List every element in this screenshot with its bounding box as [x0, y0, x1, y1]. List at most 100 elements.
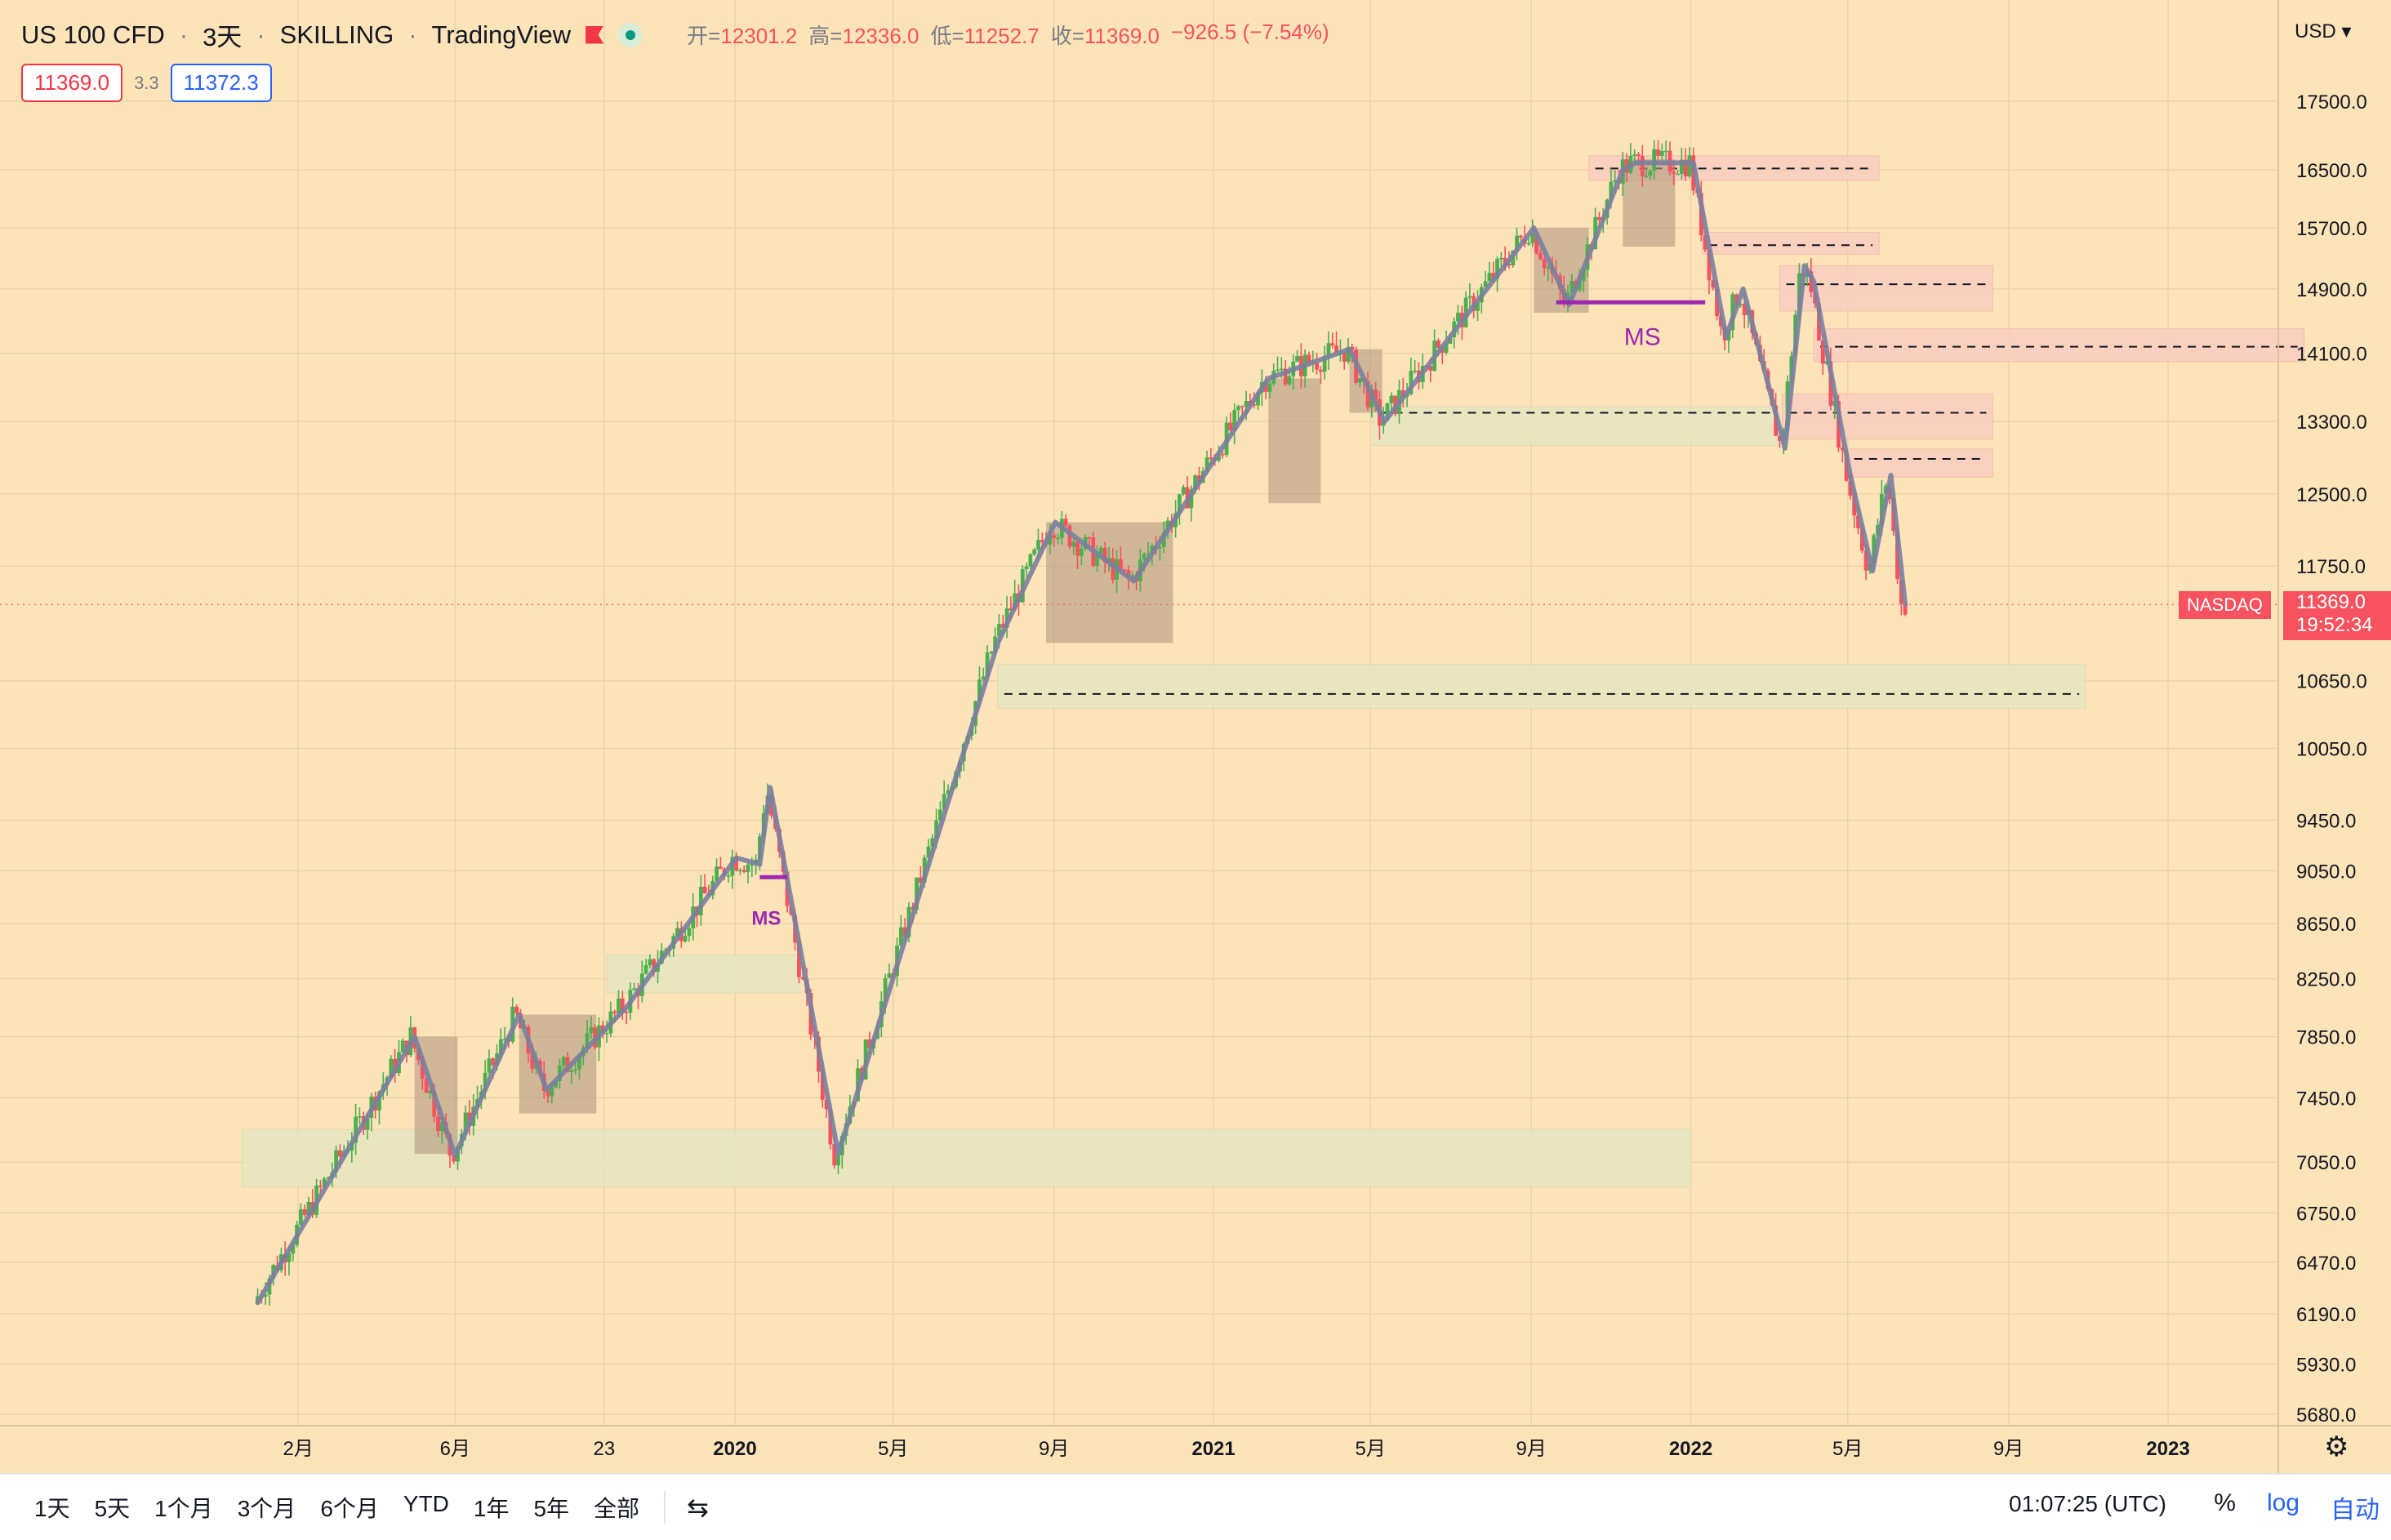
candle-body: [832, 1144, 837, 1166]
candle-body: [683, 936, 688, 941]
candle-body: [302, 1209, 307, 1215]
range-button[interactable]: 1天: [34, 1496, 70, 1521]
trade-buttons: 11369.0 3.3 11372.3: [21, 64, 272, 102]
candle-body: [502, 1039, 507, 1041]
candle-body: [1287, 376, 1292, 385]
candle-body: [1876, 524, 1880, 536]
candle-body: [1036, 540, 1040, 550]
candle-body: [1656, 149, 1660, 156]
candle-body: [1330, 343, 1335, 345]
candle-body: [718, 866, 723, 870]
close-value: 11369.0: [1084, 24, 1160, 48]
candle-body: [1663, 150, 1668, 153]
candle-body: [604, 1033, 609, 1035]
candle-body: [1687, 155, 1692, 176]
candle-body: [1570, 280, 1574, 293]
range-button[interactable]: 5年: [533, 1496, 570, 1521]
range-button[interactable]: 5天: [94, 1496, 131, 1521]
candle-body: [322, 1178, 327, 1187]
y-tick-label: 16500.0: [2296, 160, 2367, 182]
y-tick-label: 8250.0: [2296, 969, 2356, 991]
candle-body: [938, 809, 942, 821]
y-tick-label: 10050.0: [2296, 739, 2367, 761]
candle-body: [1542, 259, 1547, 269]
candle-body: [1742, 304, 1747, 315]
buy-button[interactable]: 11372.3: [170, 64, 272, 102]
range-button[interactable]: 1年: [473, 1496, 510, 1521]
go-to-date-icon[interactable]: ⇆: [687, 1493, 709, 1522]
currency-selector[interactable]: USD ▾: [2295, 20, 2352, 42]
candle-body: [1276, 369, 1280, 372]
log-scale-toggle[interactable]: log: [2266, 1489, 2300, 1516]
market-status-icon[interactable]: [618, 22, 643, 47]
toolbar-divider: [664, 1491, 666, 1524]
current-price-tag: 11369.0 19:52:34: [2283, 591, 2391, 640]
y-tick-label: 14900.0: [2296, 279, 2367, 301]
candle-body: [1240, 406, 1244, 407]
candle-body: [1400, 389, 1405, 397]
candle-body: [1503, 257, 1507, 265]
range-button[interactable]: 全部: [594, 1496, 640, 1521]
auto-scale-toggle[interactable]: 自动: [2331, 1497, 2380, 1524]
candle-body: [1495, 259, 1499, 279]
candle-body: [1307, 354, 1311, 364]
sell-button[interactable]: 11369.0: [21, 64, 123, 102]
x-tick-label: 2021: [1191, 1438, 1235, 1460]
candle-body: [985, 652, 990, 677]
candle-body: [698, 887, 703, 915]
candle-body: [1024, 566, 1029, 570]
candle-body: [1534, 233, 1538, 254]
candle-body: [1279, 368, 1284, 371]
candle-body: [918, 877, 923, 883]
symbol-name[interactable]: US 100 CFD: [21, 20, 165, 49]
candle-body: [550, 1087, 554, 1097]
range-button[interactable]: 3个月: [237, 1496, 296, 1521]
percent-scale-toggle[interactable]: %: [2214, 1489, 2236, 1516]
candle-body: [1098, 547, 1103, 554]
y-tick-label: 9450.0: [2296, 811, 2356, 833]
interval-label[interactable]: 3天: [203, 23, 243, 51]
x-tick-label: 2月: [283, 1438, 313, 1460]
candle-body: [632, 988, 637, 990]
candle-body: [1683, 159, 1688, 176]
candle-body: [1852, 496, 1857, 516]
x-tick-label: 2023: [2146, 1438, 2189, 1460]
candle-body: [1342, 352, 1347, 362]
range-button[interactable]: 1个月: [154, 1496, 213, 1521]
candle-body: [942, 794, 946, 810]
candle-body: [1428, 366, 1433, 372]
candle-body: [432, 1090, 437, 1117]
candle-body: [1102, 547, 1107, 563]
ms-label: MS: [751, 908, 781, 930]
candle-body: [565, 1057, 570, 1072]
candle-body: [1467, 296, 1472, 298]
consolidation-box: [1046, 522, 1173, 643]
candle-body: [1334, 345, 1338, 353]
date-range-list: 1天 5天 1个月 3个月 6个月 YTD 1年 5年 全部: [34, 1491, 639, 1524]
candle-body: [1181, 487, 1186, 495]
candle-body: [1142, 554, 1147, 560]
candle-body: [652, 959, 657, 973]
candle-body: [589, 1027, 594, 1034]
candle-body: [887, 973, 892, 978]
candle-body: [1578, 281, 1582, 291]
zones: [241, 155, 2305, 1188]
y-tick-label: 10650.0: [2296, 671, 2367, 693]
utc-clock[interactable]: 01:07:25 (UTC): [2009, 1491, 2166, 1516]
candle-body: [726, 875, 731, 877]
candle-body: [577, 1056, 581, 1070]
flag-icon[interactable]: [586, 25, 604, 44]
candle-body: [643, 965, 648, 974]
consolidation-box: [1268, 378, 1321, 504]
gear-icon[interactable]: ⚙: [2324, 1431, 2349, 1462]
y-tick-label: 5680.0: [2296, 1404, 2356, 1427]
range-button[interactable]: 6个月: [320, 1496, 379, 1521]
candle-body: [738, 870, 742, 872]
candle-body: [585, 1033, 590, 1048]
x-tick-label: 5月: [878, 1438, 908, 1460]
candle-body: [1267, 383, 1272, 392]
range-button[interactable]: YTD: [403, 1491, 449, 1516]
candle-body: [1609, 181, 1614, 200]
candle-body: [1193, 475, 1198, 490]
